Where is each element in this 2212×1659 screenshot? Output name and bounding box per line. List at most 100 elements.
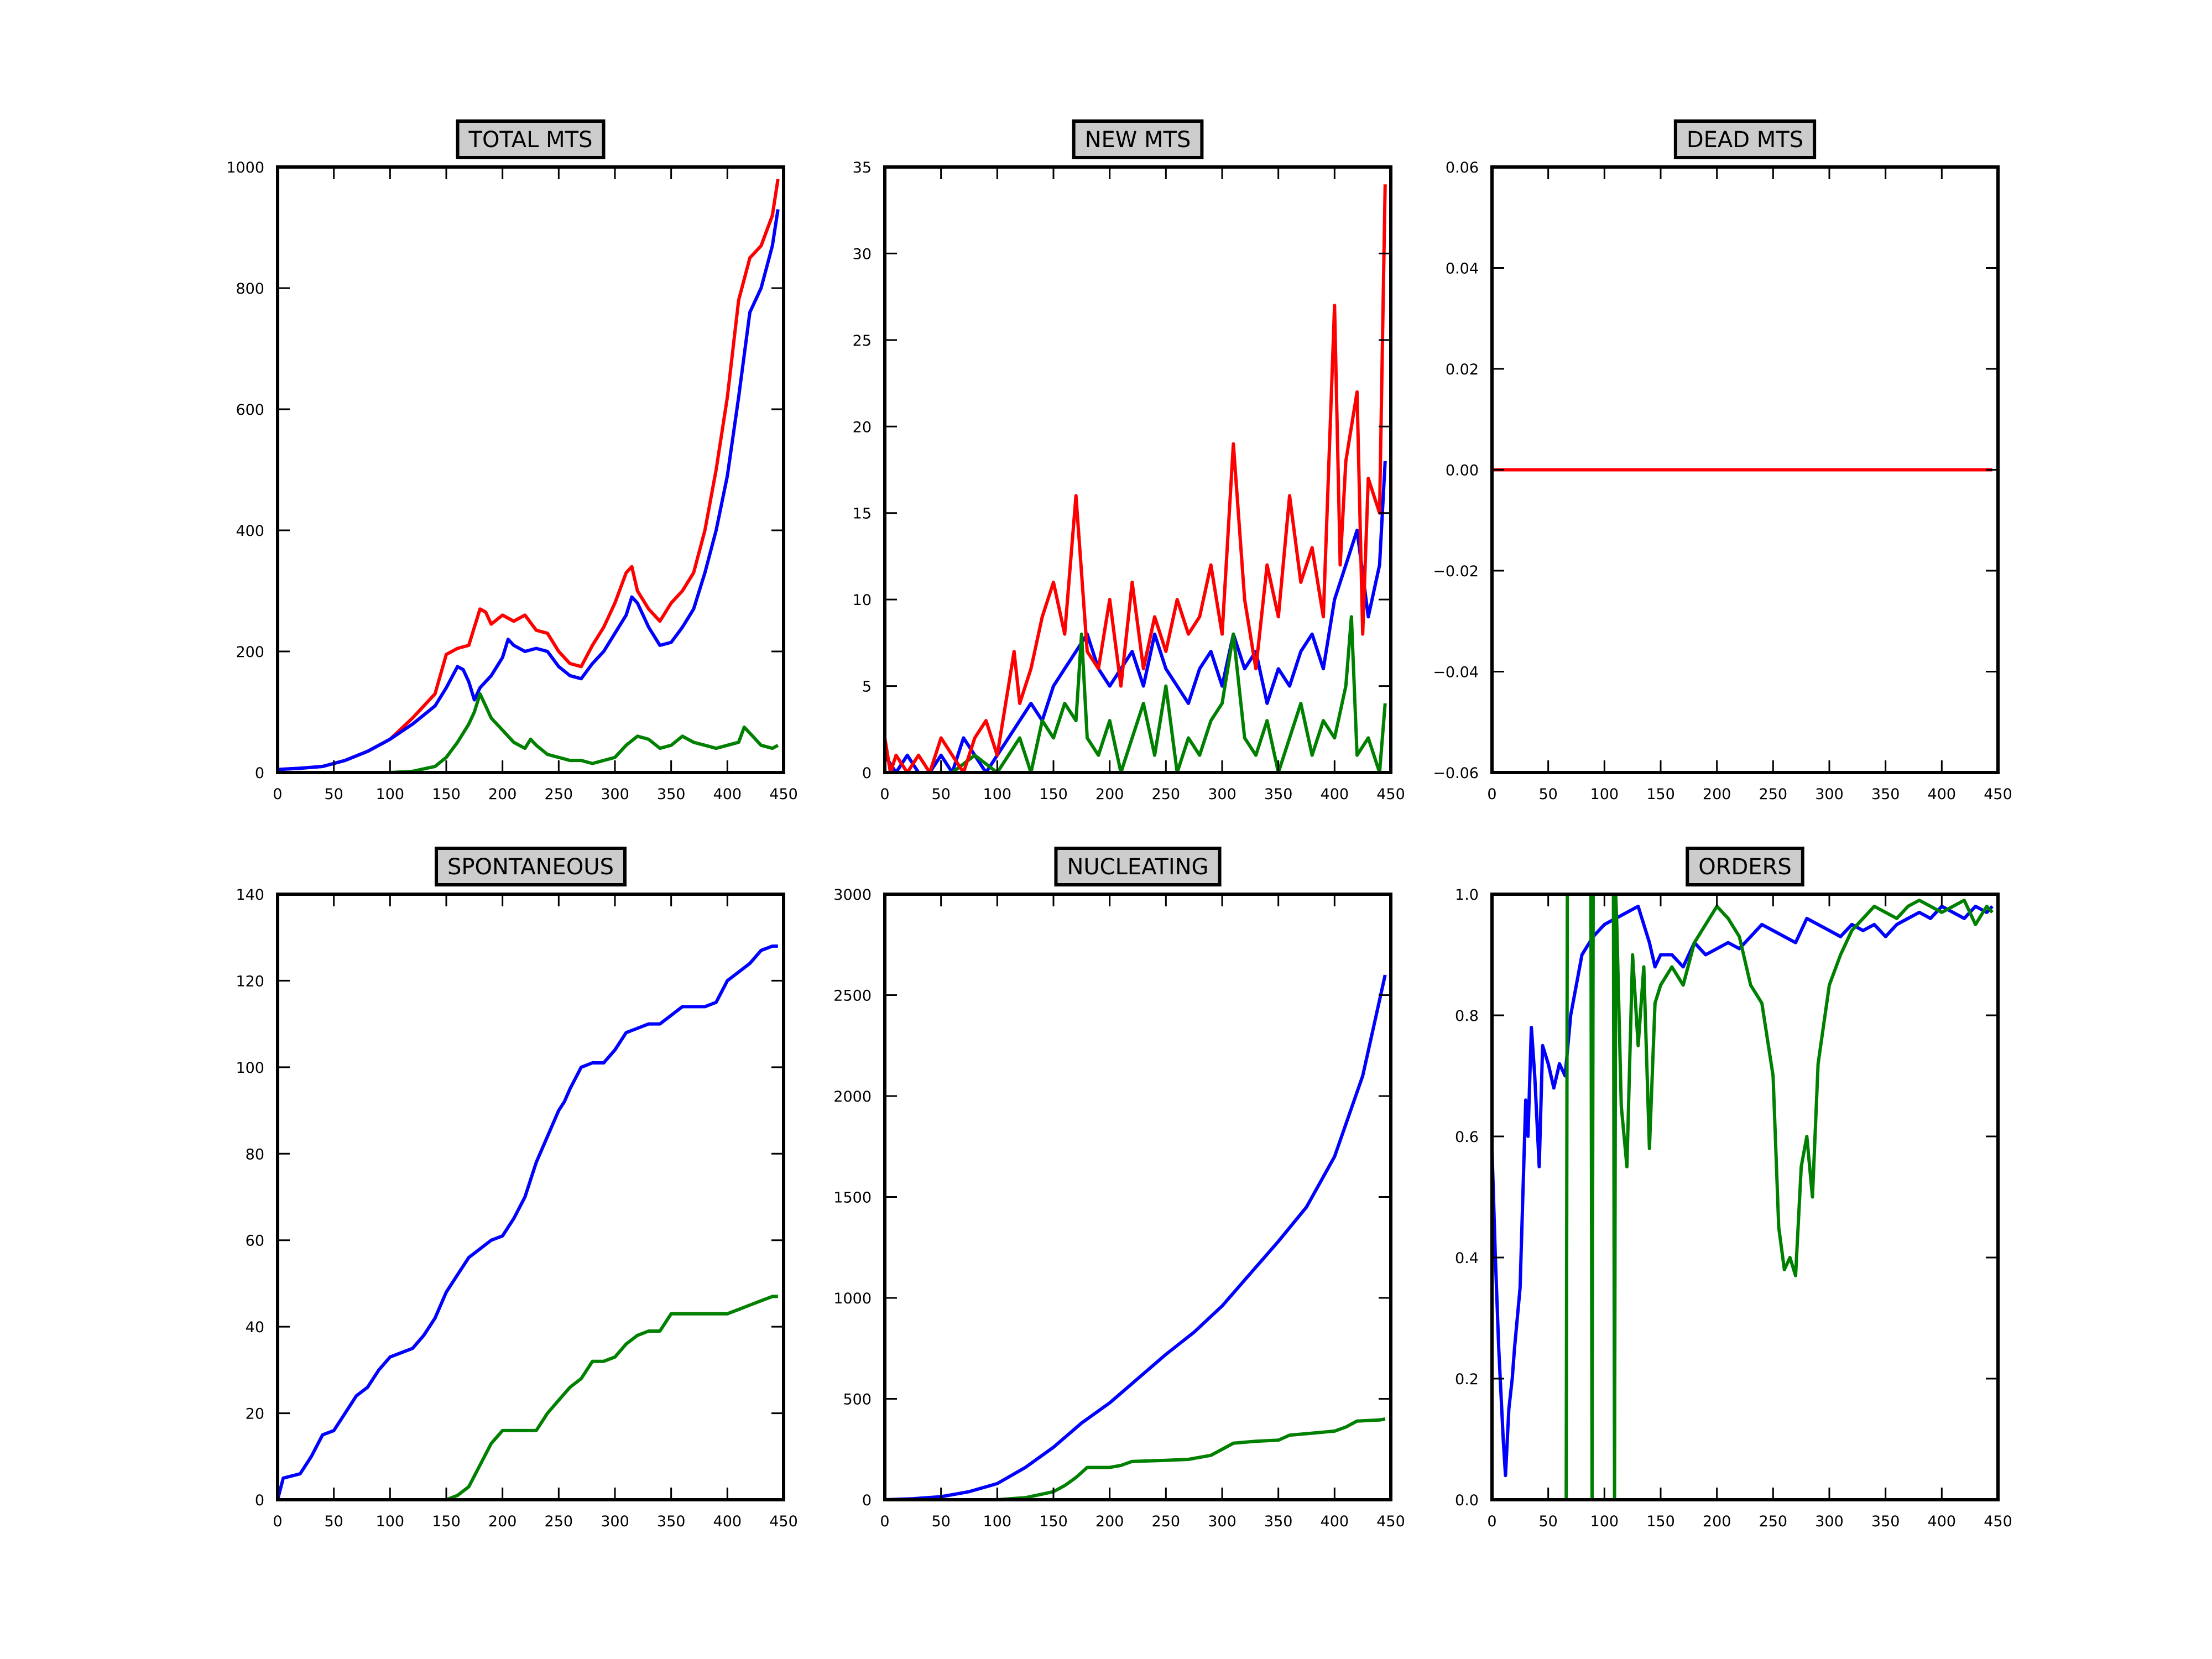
x-tick-label: 400 <box>1321 786 1349 803</box>
x-tick-label: 250 <box>1759 786 1788 803</box>
x-tick-label: 400 <box>713 786 742 803</box>
subplot-2: 0 50 100 150 200 250 300 350 400 450 0 5 10 15 20 25 30 3… <box>853 119 1405 803</box>
subplot-title: NUCLEATING <box>1054 847 1222 886</box>
x-tick-label: 0 <box>1487 786 1496 803</box>
x-tick-label: 0 <box>273 1513 282 1530</box>
x-tick-label: 450 <box>1376 1513 1405 1530</box>
x-tick-label: 300 <box>1815 786 1844 803</box>
subplot-1: 0 50 100 150 200 250 300 350 400 450 0 200 400 600 800… <box>226 119 798 803</box>
axes-frame <box>276 165 785 774</box>
x-tick-label: 50 <box>1538 1513 1557 1530</box>
title-text: NUCLEATING <box>1067 854 1208 880</box>
y-tick-label: 0.8 <box>1455 1008 1479 1025</box>
x-tick-label: 200 <box>1095 786 1124 803</box>
title-box <box>1072 119 1204 159</box>
y-tick-label: 0 <box>862 1492 872 1509</box>
x-tick-label: 100 <box>983 1513 1012 1530</box>
x-tick-label: 150 <box>432 1513 461 1530</box>
y-tick-label: 400 <box>236 523 264 540</box>
y-tick-label: 0 <box>255 1492 264 1509</box>
y-tick-label: 600 <box>236 401 264 419</box>
series-line-1 <box>278 944 778 1500</box>
title-box <box>1673 119 1817 159</box>
y-tick-label: 35 <box>853 159 872 176</box>
y-tick-label: 1500 <box>833 1190 872 1207</box>
y-tick-label: 0.2 <box>1455 1371 1479 1388</box>
y-tick-label: 2500 <box>833 988 872 1005</box>
y-tick-label: 0.06 <box>1446 159 1479 176</box>
x-tick-label: 150 <box>1039 1513 1068 1530</box>
series-line-2 <box>885 615 1387 773</box>
y-tick-label: −0.06 <box>1433 765 1479 782</box>
series-line-1 <box>885 974 1387 1500</box>
y-tick-label: −0.02 <box>1433 563 1479 580</box>
y-tick-label: 0.6 <box>1455 1129 1479 1146</box>
x-tick-label: 300 <box>601 1513 629 1530</box>
x-tick-label: 250 <box>1152 1513 1181 1530</box>
subplot-title: ORDERS <box>1686 847 1804 886</box>
x-tick-label: 100 <box>1590 786 1619 803</box>
series-line-3 <box>278 692 779 773</box>
x-tick-label: 300 <box>601 786 629 803</box>
series-line-3 <box>885 184 1387 773</box>
x-tick-label: 0 <box>880 1513 889 1530</box>
y-tick-label: 100 <box>236 1060 264 1077</box>
x-tick-label: 200 <box>1703 1513 1731 1530</box>
x-tick-label: 450 <box>1376 786 1405 803</box>
x-tick-label: 200 <box>488 1513 517 1530</box>
subplot-4: 0 50 100 150 200 250 300 350 400 450 0 20 40 60 80 100 1… <box>236 847 798 1530</box>
title-box <box>456 119 606 159</box>
x-tick-label: 200 <box>1703 786 1731 803</box>
x-tick-label: 250 <box>1152 786 1181 803</box>
x-tick-label: 350 <box>1264 786 1293 803</box>
x-tick-label: 150 <box>432 786 461 803</box>
title-text: ORDERS <box>1698 854 1792 880</box>
x-tick-label: 400 <box>1321 1513 1349 1530</box>
axes-frame <box>1490 165 2000 774</box>
series-line-1 <box>278 179 780 771</box>
y-tick-label: 5 <box>862 679 872 696</box>
x-tick-label: 350 <box>1871 1513 1900 1530</box>
y-tick-label: 120 <box>236 973 264 990</box>
y-tick-label: 3000 <box>833 886 872 904</box>
x-tick-label: 0 <box>880 786 889 803</box>
x-tick-label: 0 <box>1487 1513 1496 1530</box>
subplot-title: TOTAL MTS <box>456 119 606 159</box>
y-tick-label: 40 <box>246 1319 264 1336</box>
y-tick-label: 0 <box>862 765 872 782</box>
x-tick-label: 100 <box>376 1513 405 1530</box>
x-tick-label: 450 <box>1984 1513 2012 1530</box>
y-tick-label: 1.0 <box>1455 886 1479 904</box>
x-tick-label: 350 <box>1871 786 1900 803</box>
x-tick-label: 250 <box>1759 1513 1788 1530</box>
axes-frame <box>1490 893 2000 1501</box>
x-tick-label: 400 <box>713 1513 742 1530</box>
x-tick-label: 450 <box>1984 786 2012 803</box>
y-tick-label: 0.0 <box>1455 1492 1479 1509</box>
y-tick-label: 1000 <box>833 1290 872 1307</box>
axes-frame <box>883 893 1392 1501</box>
y-tick-label: −0.04 <box>1433 664 1479 681</box>
y-tick-label: 0.00 <box>1446 462 1479 479</box>
y-tick-label: 30 <box>853 246 872 263</box>
subplot-5: 0 50 100 150 200 250 300 350 400 450 0 500 1000 1500 2… <box>833 847 1405 1530</box>
y-tick-label: 20 <box>853 419 872 436</box>
x-tick-label: 50 <box>1538 786 1557 803</box>
axes-frame <box>883 165 1392 774</box>
x-tick-label: 350 <box>1264 1513 1293 1530</box>
x-tick-label: 250 <box>545 1513 573 1530</box>
subplot-title: NEW MTS <box>1072 119 1204 159</box>
title-text: NEW MTS <box>1085 127 1191 153</box>
x-tick-label: 100 <box>983 786 1012 803</box>
x-tick-label: 150 <box>1646 786 1675 803</box>
title-text: DEAD MTS <box>1687 127 1803 153</box>
x-tick-label: 200 <box>1095 1513 1124 1530</box>
x-tick-label: 50 <box>931 1513 950 1530</box>
x-tick-label: 350 <box>657 1513 686 1530</box>
title-box <box>1054 847 1222 886</box>
y-tick-label: 10 <box>853 592 872 609</box>
y-tick-label: 0.04 <box>1446 260 1479 278</box>
series-line-1 <box>885 461 1387 773</box>
x-tick-label: 50 <box>931 786 950 803</box>
